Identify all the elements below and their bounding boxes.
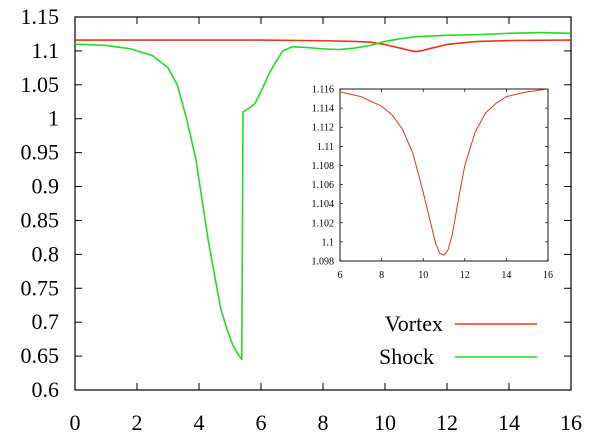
- inset-y-tick-label: 1.098: [312, 257, 335, 268]
- main-y-tick-label: 0.8: [32, 241, 60, 266]
- main-y-tick-label: 1.15: [21, 4, 60, 29]
- main-series-line-vortex: [75, 39, 572, 53]
- main-y-tick-label: 0.95: [21, 140, 60, 165]
- main-series-line-shock: [74, 31, 572, 361]
- legend: Vortex Shock: [379, 311, 537, 369]
- inset-x-tick-label: 6: [338, 270, 343, 281]
- main-x-tick-label: 16: [560, 410, 582, 435]
- inset-y-tick-label: 1.116: [312, 85, 334, 96]
- inset-x-tick-label: 16: [543, 270, 553, 281]
- main-y-tick-label: 1.1: [32, 38, 60, 63]
- legend-label-shock: Shock: [379, 344, 434, 369]
- main-y-tick-label: 0.75: [21, 275, 60, 300]
- main-x-tick-label: 14: [498, 410, 520, 435]
- inset-x-tick-label: 10: [418, 270, 428, 281]
- inset-plot: 6 8 10 12 14 16 1.098 1.1 1.102 1.104 1.106 1.108 1.…: [312, 85, 554, 282]
- legend-label-vortex: Vortex: [385, 311, 443, 336]
- inset-y-tick-label: 1.108: [312, 161, 335, 172]
- main-plot: 0 2 4 6 8 10 12 14 160.60.650.70.750.80.850.90.9…: [21, 4, 583, 435]
- main-y-tick-label: 0.85: [21, 207, 60, 232]
- main-y-tick-label: 1.05: [21, 72, 60, 97]
- main-y-tick-label: 0.7: [32, 309, 60, 334]
- inset-background: [340, 89, 548, 261]
- main-y-tick-label: 0.6: [32, 377, 60, 402]
- inset-y-tick-label: 1.106: [312, 180, 335, 191]
- inset-x-tick-label: 8: [379, 270, 384, 281]
- inset-x-tick-label: 14: [501, 270, 511, 281]
- inset-frame: [339, 88, 549, 262]
- main-x-tick-label: 2: [132, 410, 143, 435]
- inset-y-tick-label: 1.114: [312, 104, 334, 115]
- inset-y-tick-label: 1.104: [312, 199, 335, 210]
- main-y-tick-label: 0.65: [21, 343, 60, 368]
- main-x-tick-label: 12: [436, 410, 458, 435]
- main-x-tick-label: 8: [318, 410, 329, 435]
- main-y-tick-label: 1: [48, 106, 59, 131]
- inset-series-line-series-0: [339, 88, 549, 256]
- inset-y-tick-label: 1.1: [322, 237, 335, 248]
- inset-x-tick-label: 12: [460, 270, 470, 281]
- main-x-tick-label: 0: [70, 410, 81, 435]
- main-x-tick-label: 6: [256, 410, 267, 435]
- inset-y-tick-label: 1.11: [317, 142, 334, 153]
- main-y-tick-label: 0.9: [32, 174, 60, 199]
- inset-y-tick-label: 1.112: [312, 123, 334, 134]
- main-x-tick-label: 4: [194, 410, 205, 435]
- inset-y-tick-label: 1.102: [312, 218, 335, 229]
- main-x-tick-label: 10: [374, 410, 396, 435]
